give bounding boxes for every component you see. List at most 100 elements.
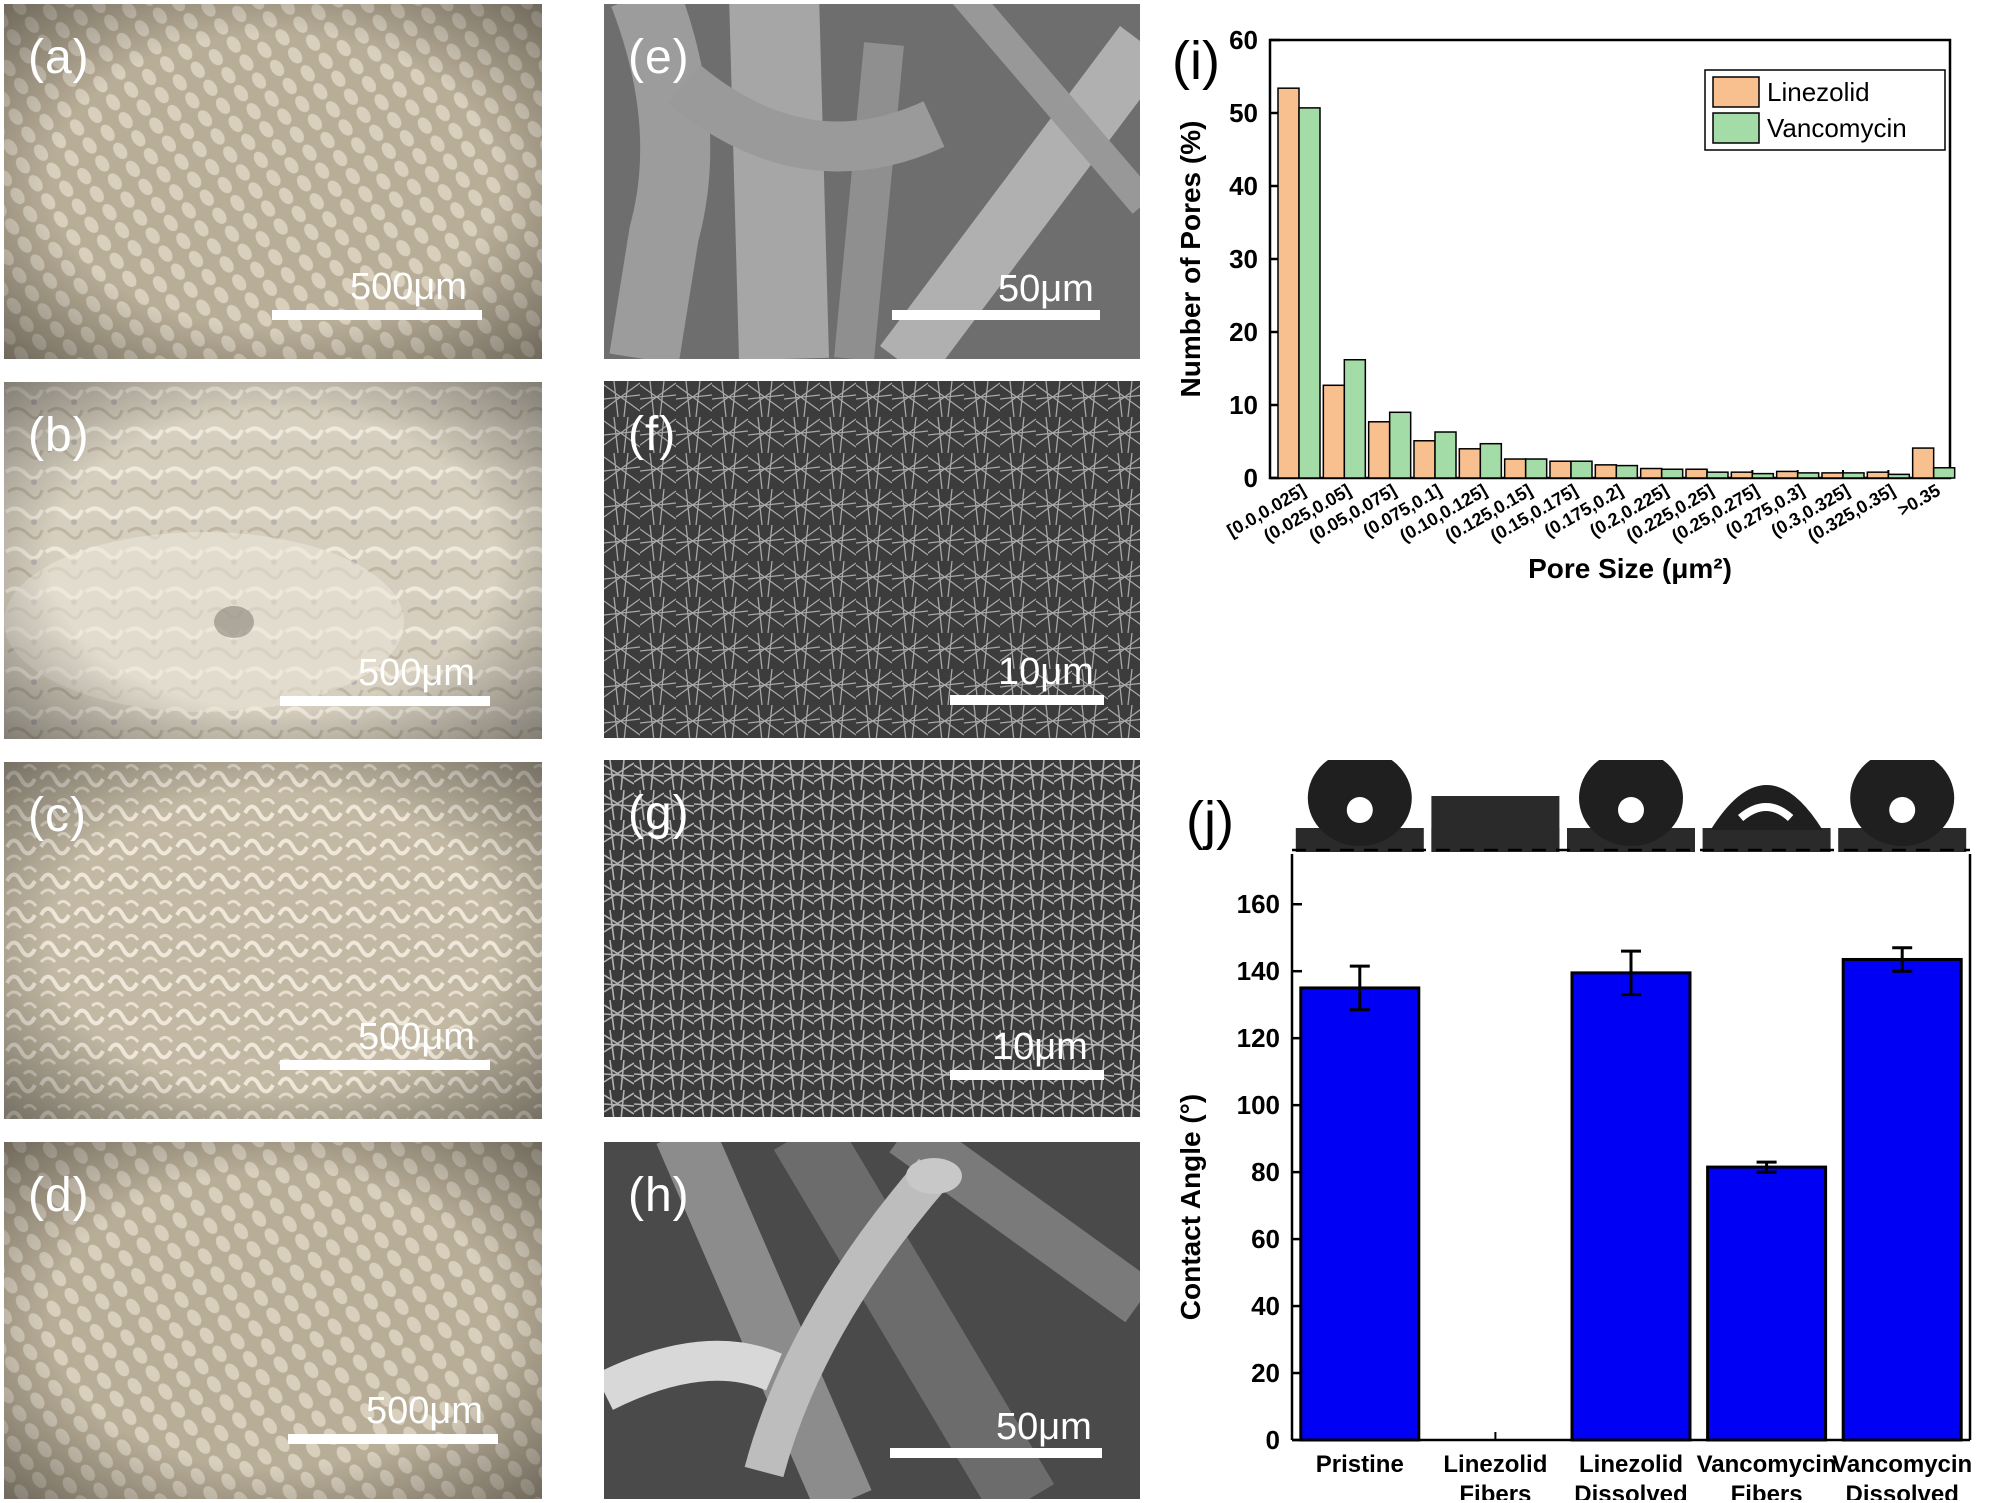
sem-panel-f: (f) 10μm bbox=[604, 381, 1140, 738]
scale-text-c: 500μm bbox=[358, 1016, 475, 1058]
bar-linezolid-2 bbox=[1367, 421, 1391, 479]
panel-label-f: (f) bbox=[628, 408, 677, 461]
bar-linezolid-1 bbox=[1322, 384, 1346, 479]
y-tick-label: 120 bbox=[1237, 1023, 1280, 1053]
scale-text-e: 50μm bbox=[998, 268, 1094, 310]
scale-text-h: 50μm bbox=[996, 1406, 1092, 1448]
bar-linezolid-6 bbox=[1549, 460, 1572, 479]
y-tick-label: 20 bbox=[1229, 317, 1258, 347]
bar-linezolid-3 bbox=[1413, 440, 1436, 479]
scale-bar-g bbox=[950, 1070, 1104, 1080]
panel-label-e: (e) bbox=[628, 31, 690, 84]
sem-panel-g: (g) 10μm bbox=[604, 760, 1140, 1117]
x-tick-label: Vancomycin bbox=[1832, 1451, 1972, 1478]
y-tick-label: 0 bbox=[1244, 463, 1258, 493]
bar-contact-angle-4 bbox=[1841, 957, 1963, 1442]
photo-panel-d: (d) 500μm bbox=[4, 1142, 542, 1499]
y-tick-label: 80 bbox=[1251, 1157, 1280, 1187]
bar-linezolid-0 bbox=[1277, 87, 1300, 479]
y-axis-label: Number of Pores (%) bbox=[1175, 121, 1206, 398]
bar-contact-angle-0 bbox=[1299, 986, 1421, 1442]
panel-label-j: (j) bbox=[1186, 791, 1234, 851]
panel-label-i: (i) bbox=[1172, 31, 1220, 91]
bar-vancomycin-12 bbox=[1842, 472, 1865, 479]
fabric-texture-image bbox=[4, 4, 542, 359]
bar-linezolid-8 bbox=[1639, 467, 1663, 479]
y-tick-label: 50 bbox=[1229, 98, 1258, 128]
y-tick-label: 10 bbox=[1229, 390, 1258, 420]
contact-angle-chart: 0 20 40 60 80 100 120 140 160 Pristine Linezolid Fi… bbox=[1175, 760, 1972, 1500]
bar-linezolid-14 bbox=[1911, 447, 1935, 479]
droplet-image-3 bbox=[1702, 768, 1831, 852]
x-tick-label: Vancomycin bbox=[1697, 1451, 1837, 1478]
x-tick-label: >0.35 bbox=[1894, 480, 1943, 520]
x-tick-label: Fibers bbox=[1731, 1481, 1803, 1500]
bar-vancomycin-6 bbox=[1570, 460, 1593, 479]
y-tick-label: 140 bbox=[1237, 956, 1280, 986]
y-tick-label: 40 bbox=[1229, 171, 1258, 201]
scale-bar-h bbox=[890, 1448, 1102, 1458]
scale-text-b: 500μm bbox=[358, 652, 475, 694]
bar-vancomycin-1 bbox=[1343, 358, 1367, 479]
droplet-image-1 bbox=[1431, 768, 1560, 852]
bar-vancomycin-2 bbox=[1388, 411, 1412, 479]
bar-vancomycin-9 bbox=[1706, 471, 1729, 479]
y-tick-label: 20 bbox=[1251, 1358, 1280, 1388]
bar-vancomycin-5 bbox=[1524, 458, 1548, 479]
legend-label-vancomycin: Vancomycin bbox=[1767, 113, 1907, 143]
x-tick-label: Linezolid bbox=[1579, 1451, 1683, 1478]
sem-image bbox=[604, 1142, 1140, 1499]
droplet-image-4 bbox=[1838, 760, 1967, 852]
scale-bar-a bbox=[272, 310, 482, 320]
x-tick-label: Linezolid bbox=[1443, 1451, 1547, 1478]
droplet-substrate bbox=[1702, 828, 1831, 852]
bar-linezolid-13 bbox=[1866, 471, 1890, 479]
bar-vancomycin-14 bbox=[1932, 467, 1956, 479]
fiber-mat-image bbox=[4, 382, 542, 739]
scale-text-f: 10μm bbox=[998, 651, 1094, 693]
y-tick-label: 30 bbox=[1229, 244, 1258, 274]
legend-swatch-linezolid bbox=[1712, 76, 1760, 108]
bar-vancomycin-4 bbox=[1479, 442, 1503, 479]
sem-image bbox=[604, 381, 1140, 738]
x-tick-label: Dissolved bbox=[1574, 1481, 1687, 1500]
x-tick-label: Pristine bbox=[1316, 1451, 1404, 1478]
bar-contact-angle-3 bbox=[1706, 1165, 1828, 1442]
bar-vancomycin-0 bbox=[1298, 107, 1321, 479]
x-tick-label: Fibers bbox=[1459, 1481, 1531, 1500]
droplet-shape bbox=[1431, 796, 1560, 852]
panel-label-g: (g) bbox=[628, 787, 690, 840]
scale-text-a: 500μm bbox=[350, 266, 467, 308]
scale-bar-c bbox=[280, 1060, 490, 1070]
panel-label-b: (b) bbox=[28, 409, 90, 462]
sem-image bbox=[604, 760, 1140, 1117]
bar-vancomycin-8 bbox=[1660, 468, 1684, 479]
x-tick-label: Dissolved bbox=[1846, 1481, 1959, 1500]
fiber-mat-image bbox=[4, 762, 542, 1119]
y-tick-label: 60 bbox=[1251, 1224, 1280, 1254]
droplet-image-2 bbox=[1567, 760, 1695, 852]
y-tick-label: 100 bbox=[1237, 1090, 1280, 1120]
bar-linezolid-4 bbox=[1458, 448, 1482, 479]
bar-contact-angle-2 bbox=[1570, 971, 1692, 1442]
scale-bar-b bbox=[280, 696, 490, 706]
scale-bar-e bbox=[892, 310, 1100, 320]
photo-panel-a: (a) 500μm bbox=[4, 4, 542, 359]
bar-linezolid-10 bbox=[1730, 471, 1754, 479]
scale-bar-d bbox=[288, 1434, 498, 1444]
y-tick-label: 40 bbox=[1251, 1291, 1280, 1321]
droplet-highlight bbox=[1618, 797, 1644, 823]
droplet-image-0 bbox=[1295, 760, 1424, 852]
droplet-highlight bbox=[1738, 803, 1794, 822]
panel-label-d: (d) bbox=[28, 1169, 90, 1222]
sem-panel-h: (h) 50μm bbox=[604, 1142, 1140, 1499]
legend-label-linezolid: Linezolid bbox=[1767, 77, 1870, 107]
pore-size-chart: 0102030405060[0.0,0.025](0.025,0.05](0.0… bbox=[1175, 25, 1956, 584]
panel-label-a: (a) bbox=[28, 31, 90, 84]
bar-vancomycin-10 bbox=[1751, 472, 1775, 479]
scale-bar-f bbox=[950, 695, 1104, 705]
bar-linezolid-11 bbox=[1775, 470, 1799, 479]
legend-swatch-vancomycin bbox=[1712, 112, 1760, 144]
photo-panel-c: (c) 500μm bbox=[4, 762, 542, 1119]
y-tick-label: 0 bbox=[1266, 1425, 1280, 1455]
